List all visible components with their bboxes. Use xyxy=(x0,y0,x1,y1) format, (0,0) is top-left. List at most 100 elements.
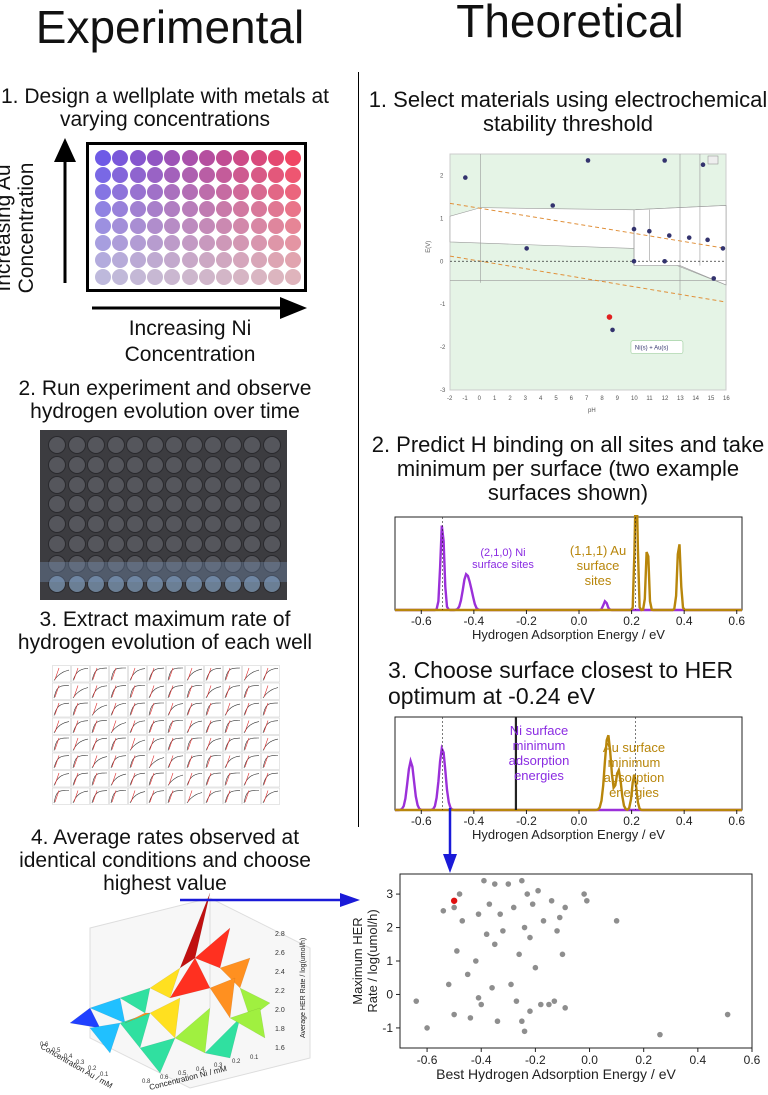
y-axis-label: Maximum HERRate / log(umol/h) xyxy=(350,909,380,1012)
photo-well xyxy=(165,475,183,494)
surface-plot: 2.8 2.6 2.4 2.2 2.0 1.8 1.6 Average HER Rate / … xyxy=(39,892,311,1092)
pourbaix-xtick: 4 xyxy=(539,396,543,402)
pourbaix-xtick: 10 xyxy=(631,396,638,402)
photo-well xyxy=(126,574,144,593)
well xyxy=(285,184,302,200)
pourbaix-point xyxy=(524,246,529,251)
rate-fit-line xyxy=(206,737,212,750)
pourbaix-point xyxy=(610,327,615,333)
rate-fit-line xyxy=(206,685,212,698)
z-tick-label: 2.2 xyxy=(275,988,285,995)
photo-well xyxy=(184,535,203,553)
photo-well xyxy=(145,495,164,514)
exp-step4-text: 4. Average rates observed at identical c… xyxy=(19,826,311,895)
rate-fit-line xyxy=(111,737,117,750)
photo-well xyxy=(87,535,105,553)
pourbaix-point xyxy=(700,162,706,168)
photo-well xyxy=(145,515,164,534)
well xyxy=(95,252,111,268)
curve-cell xyxy=(185,770,204,788)
well xyxy=(268,252,284,268)
well xyxy=(198,184,215,200)
scatter-point xyxy=(473,958,479,964)
rate-curve xyxy=(148,772,165,786)
rate-fit-line xyxy=(73,790,79,803)
curve-cell xyxy=(52,682,71,700)
pourbaix-xtick: 1 xyxy=(493,396,497,402)
x-tick-label: 0.8 xyxy=(142,1079,151,1085)
photo-well xyxy=(106,535,125,553)
rate-fit-line xyxy=(92,702,98,715)
photo-well xyxy=(145,455,164,474)
well xyxy=(95,184,111,200)
scatter-point xyxy=(519,1018,525,1025)
well xyxy=(216,235,233,251)
photo-well xyxy=(106,515,125,534)
scatter-point xyxy=(481,877,487,884)
x-tick-label: -0.6 xyxy=(417,1053,438,1067)
well xyxy=(181,184,198,200)
rate-fit-line xyxy=(54,702,60,715)
pourbaix-selected-point xyxy=(606,314,613,320)
curve-cell xyxy=(90,717,109,735)
curve-cell xyxy=(128,752,147,770)
well xyxy=(268,167,284,183)
z-tick-label: 1.6 xyxy=(275,1045,285,1052)
rate-fit-line xyxy=(73,737,79,750)
photo-well xyxy=(106,554,125,573)
photo-well xyxy=(204,455,222,474)
exp-step3-text: 3. Extract maximum rate of hydrogen evol… xyxy=(17,608,313,654)
well xyxy=(146,269,163,285)
curve-cell xyxy=(204,735,223,753)
y-tick-label: 0 xyxy=(386,987,393,1001)
well xyxy=(164,252,181,268)
photo-well xyxy=(126,495,144,514)
photo-well xyxy=(145,574,164,593)
y-tick-label: 0.4 xyxy=(64,1054,73,1060)
curve-cell xyxy=(185,752,204,770)
well xyxy=(164,269,181,285)
well xyxy=(146,235,163,251)
rate-fit-line xyxy=(130,720,136,733)
rate-curve xyxy=(167,667,183,681)
rate-curve xyxy=(262,755,278,769)
scatter-point xyxy=(510,904,517,911)
z-tick-label: 2.8 xyxy=(275,931,285,938)
curve-cell xyxy=(128,717,147,735)
curve-cell xyxy=(52,787,71,805)
photo-well xyxy=(87,495,105,514)
well xyxy=(164,218,181,234)
scatter-point xyxy=(451,1011,457,1018)
well xyxy=(268,235,284,251)
well xyxy=(285,218,302,234)
well xyxy=(250,218,267,234)
rate-fit-line xyxy=(225,737,231,750)
rate-fit-line xyxy=(263,702,269,715)
well xyxy=(112,150,129,166)
rate-curve xyxy=(243,721,260,734)
x-tick-label: 0.4 xyxy=(690,1053,707,1067)
scatter-highlight-point xyxy=(450,897,458,904)
well xyxy=(216,150,233,166)
well xyxy=(268,218,284,234)
well xyxy=(198,167,215,183)
photo-well xyxy=(223,436,242,454)
rate-curve xyxy=(224,720,240,734)
photo-well xyxy=(48,535,66,553)
well xyxy=(285,167,302,183)
photo-well xyxy=(106,475,125,494)
curve-cell xyxy=(109,665,128,683)
rate-fit-line xyxy=(130,755,136,768)
rate-fit-line xyxy=(187,685,193,698)
rate-fit-line xyxy=(168,720,174,733)
photo-well xyxy=(67,495,86,514)
photo-well xyxy=(223,475,242,494)
x-tick-label: 0.2 xyxy=(232,1059,241,1065)
well xyxy=(250,235,267,251)
photo-well xyxy=(243,455,261,474)
rate-curve xyxy=(91,790,108,804)
photo-well xyxy=(48,574,66,593)
photo-well xyxy=(106,455,125,474)
curve-cell xyxy=(109,787,128,805)
scatter-point xyxy=(454,948,460,954)
